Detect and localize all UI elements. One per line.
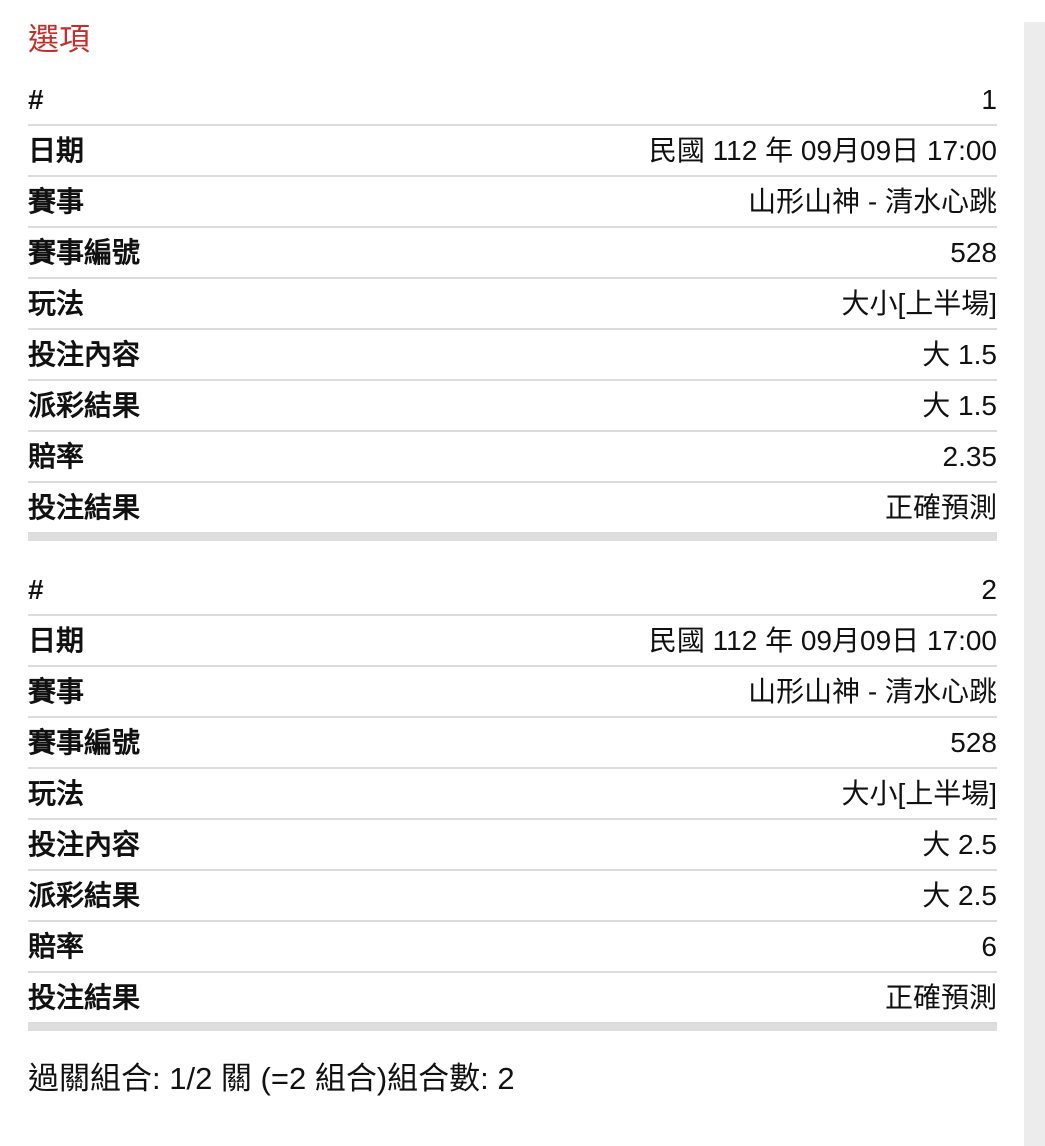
row-value: 正確預測: [884, 981, 997, 1013]
table-row-odds: 賠率 6: [28, 922, 997, 973]
row-value: 大 2.5: [922, 828, 997, 860]
row-value: 528: [950, 726, 997, 758]
row-label: 賽事: [28, 675, 85, 707]
row-value: 民國 112 年 09月09日 17:00: [648, 624, 997, 656]
row-value: 山形山神 - 清水心跳: [748, 675, 997, 707]
section-separator: [28, 1024, 997, 1031]
row-label: 派彩結果: [28, 389, 141, 421]
section-separator: [28, 534, 997, 541]
table-row-bet-content: 投注內容 大 1.5: [28, 330, 997, 381]
options-section-title: 選項: [28, 22, 90, 57]
row-label: 投注結果: [28, 491, 141, 523]
row-label: 玩法: [28, 287, 85, 319]
row-value: 2.35: [942, 440, 998, 472]
row-label: 派彩結果: [28, 879, 141, 911]
row-value: 大 2.5: [922, 879, 997, 911]
table-row-match-number: 賽事編號 528: [28, 228, 997, 279]
table-row-match-number: 賽事編號 528: [28, 718, 997, 769]
table-row-index: # 2: [28, 565, 997, 616]
table-row-odds: 賠率 2.35: [28, 432, 997, 483]
row-label: #: [28, 573, 44, 605]
combo-summary: 過關組合: 1/2 關 (=2 組合)組合數: 2: [28, 1061, 515, 1096]
row-label: 日期: [28, 624, 85, 656]
row-value: 民國 112 年 09月09日 17:00: [648, 134, 997, 166]
table-row-payout-result: 派彩結果 大 2.5: [28, 871, 997, 922]
row-value: 大小[上半場]: [841, 287, 997, 319]
table-row-bet-result: 投注結果 正確預測: [28, 483, 997, 534]
table-row-match: 賽事 山形山神 - 清水心跳: [28, 667, 997, 718]
row-value: 2: [981, 573, 997, 605]
row-label: 投注結果: [28, 981, 141, 1013]
row-label: 日期: [28, 134, 85, 166]
row-label: 賽事: [28, 185, 85, 217]
row-value: 大 1.5: [922, 338, 997, 370]
row-label: 賠率: [28, 440, 85, 472]
row-label: 賽事編號: [28, 726, 141, 758]
bet-leg-table-2: # 2 日期 民國 112 年 09月09日 17:00 賽事 山形山神 - 清…: [28, 565, 997, 1031]
row-label: 投注內容: [28, 828, 141, 860]
table-row-payout-result: 派彩結果 大 1.5: [28, 381, 997, 432]
row-label: 賠率: [28, 930, 85, 962]
bet-leg-table-1: # 1 日期 民國 112 年 09月09日 17:00 賽事 山形山神 - 清…: [28, 75, 997, 541]
row-label: 賽事編號: [28, 236, 141, 268]
table-row-match: 賽事 山形山神 - 清水心跳: [28, 177, 997, 228]
row-label: 投注內容: [28, 338, 141, 370]
row-value: 大 1.5: [922, 389, 997, 421]
table-row-bet-content: 投注內容 大 2.5: [28, 820, 997, 871]
table-row-play-type: 玩法 大小[上半場]: [28, 769, 997, 820]
row-label: #: [28, 83, 44, 115]
table-row-date: 日期 民國 112 年 09月09日 17:00: [28, 126, 997, 177]
right-gutter: [1024, 22, 1045, 1146]
row-value: 正確預測: [884, 491, 997, 523]
table-row-play-type: 玩法 大小[上半場]: [28, 279, 997, 330]
table-row-date: 日期 民國 112 年 09月09日 17:00: [28, 616, 997, 667]
row-value: 6: [981, 930, 997, 962]
table-row-bet-result: 投注結果 正確預測: [28, 973, 997, 1024]
row-value: 528: [950, 236, 997, 268]
row-value: 大小[上半場]: [841, 777, 997, 809]
table-row-index: # 1: [28, 75, 997, 126]
row-value: 1: [981, 83, 997, 115]
row-value: 山形山神 - 清水心跳: [748, 185, 997, 217]
bet-details-panel: 選項 # 1 日期 民國 112 年 09月09日 17:00 賽事 山形山神 …: [0, 22, 1045, 1097]
row-label: 玩法: [28, 777, 85, 809]
